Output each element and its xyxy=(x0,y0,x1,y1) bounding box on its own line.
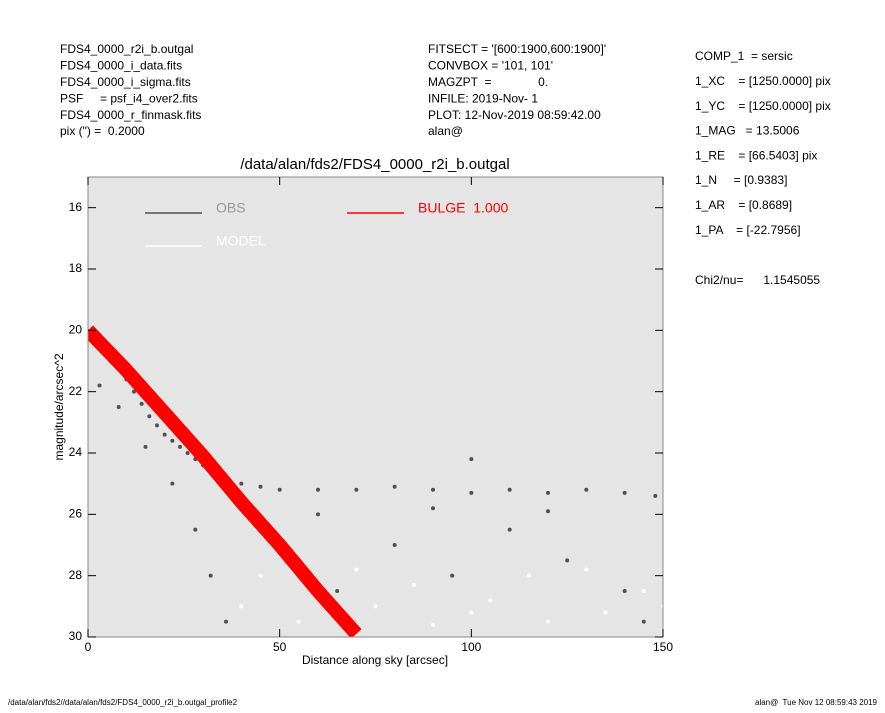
data-point xyxy=(354,487,359,492)
parameter-line: 1_AR = [0.8689] xyxy=(695,198,792,212)
header-left-line: FDS4_0000_i_sigma.fits xyxy=(60,75,191,89)
header-center-line: alan@ xyxy=(428,124,463,138)
data-point xyxy=(469,457,474,462)
data-point xyxy=(622,589,627,593)
data-point xyxy=(316,487,320,492)
data-point xyxy=(239,604,244,609)
data-point xyxy=(469,490,474,495)
header-left-line: FDS4_0000_r_finmask.fits xyxy=(60,108,201,122)
parameter-line: 1_RE = [66.5403] pix xyxy=(695,148,817,162)
data-point xyxy=(546,490,550,495)
y-tick-label: 30 xyxy=(69,629,83,643)
x-tick-label: 150 xyxy=(653,640,673,654)
parameter-line: 1_XC = [1250.0000] pix xyxy=(695,74,831,88)
data-point xyxy=(565,558,570,563)
data-point xyxy=(392,484,397,489)
header-left-line: PSF = psf_i4_over2.fits xyxy=(60,91,198,105)
data-point xyxy=(162,432,167,437)
header-left-line: FDS4_0000_i_data.fits xyxy=(60,59,182,73)
legend-label: MODEL xyxy=(216,233,266,249)
header-center-line: MAGZPT = 0. xyxy=(428,75,548,89)
y-tick-label: 26 xyxy=(69,507,83,521)
data-point xyxy=(488,598,493,603)
parameter-line: 1_PA = [-22.7956] xyxy=(695,223,801,237)
data-point xyxy=(354,567,359,572)
data-point xyxy=(526,573,531,578)
data-point xyxy=(258,484,263,489)
legend-label: BULGE 1.000 xyxy=(418,200,508,216)
data-point xyxy=(450,573,455,578)
data-point xyxy=(653,493,658,498)
data-point xyxy=(296,619,301,624)
data-point xyxy=(641,619,646,624)
data-point xyxy=(193,527,198,532)
data-point xyxy=(316,512,320,517)
x-tick-label: 50 xyxy=(273,640,287,654)
data-point xyxy=(373,604,378,609)
x-tick-label: 0 xyxy=(85,640,92,654)
plot-frame xyxy=(87,176,664,638)
data-point xyxy=(431,506,435,511)
data-point xyxy=(431,622,435,627)
parameter-line: COMP_1 = sersic xyxy=(695,49,793,63)
chart-title: /data/alan/fds2/FDS4_0000_r2i_b.outgal xyxy=(240,156,509,173)
data-point xyxy=(622,490,627,495)
data-point xyxy=(584,567,589,572)
data-point xyxy=(546,619,550,624)
x-tick-label: 100 xyxy=(461,640,481,654)
data-point xyxy=(411,582,416,587)
chi2: Chi2/nu= 1.1545055 xyxy=(695,273,820,287)
data-point xyxy=(143,444,148,449)
data-point xyxy=(239,481,244,486)
y-tick-label: 20 xyxy=(69,323,83,337)
y-tick-label: 28 xyxy=(69,568,83,582)
data-point xyxy=(178,444,182,449)
y-axis-label: magnitude/arcsec^2 xyxy=(52,353,66,460)
header-center-line: PLOT: 12-Nov-2019 08:59:42.00 xyxy=(428,108,601,122)
parameter-line: 1_YC = [1250.0000] pix xyxy=(695,99,831,113)
header-left-line: FDS4_0000_r2i_b.outgal xyxy=(60,42,193,56)
y-tick-label: 18 xyxy=(69,261,83,275)
parameter-line: 1_MAG = 13.5006 xyxy=(695,124,800,138)
data-point xyxy=(507,527,512,532)
plot-area xyxy=(88,325,663,637)
data-point xyxy=(147,414,152,419)
data-point xyxy=(641,589,646,593)
data-point xyxy=(469,610,474,615)
header-center-line: CONVBOX = '101, 101' xyxy=(428,59,553,73)
y-tick-label: 22 xyxy=(69,384,83,398)
parameter-line: 1_N = [0.9383] xyxy=(695,173,787,187)
data-point xyxy=(116,405,121,409)
footer-left: /data/alan/fds2//data/alan/fds2/FDS4_000… xyxy=(8,698,238,707)
data-point xyxy=(507,487,512,492)
data-point xyxy=(139,401,144,406)
data-point xyxy=(132,389,136,394)
header-left-line: pix (") = 0.2000 xyxy=(60,124,145,138)
data-point xyxy=(392,543,397,547)
y-tick-label: 24 xyxy=(69,445,83,459)
data-point xyxy=(170,481,175,486)
data-point xyxy=(155,423,159,428)
data-point xyxy=(584,487,589,492)
data-point xyxy=(208,573,213,578)
data-point xyxy=(277,487,282,492)
data-point xyxy=(185,451,190,455)
y-tick-label: 16 xyxy=(69,200,83,214)
x-axis-label: Distance along sky [arcsec] xyxy=(302,653,448,667)
data-point xyxy=(431,487,435,492)
data-point xyxy=(546,509,550,514)
data-point xyxy=(224,619,228,624)
data-point xyxy=(258,573,263,578)
legend-label: OBS xyxy=(216,200,246,216)
header-center-line: INFILE: 2019-Nov- 1 xyxy=(428,91,538,105)
data-point xyxy=(97,383,102,388)
data-point xyxy=(603,610,608,615)
data-point xyxy=(170,438,175,443)
model-line xyxy=(88,325,362,637)
footer-right: alan@ Tue Nov 12 08:59:43 2019 xyxy=(755,698,878,707)
header-center-line: FITSECT = '[600:1900,600:1900]' xyxy=(428,42,606,56)
data-point xyxy=(335,589,340,593)
